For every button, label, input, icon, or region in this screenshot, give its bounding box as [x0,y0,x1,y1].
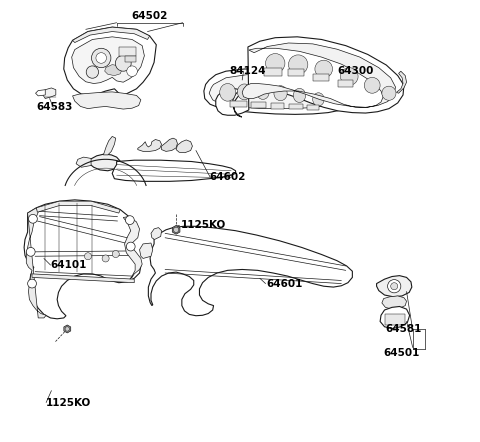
Polygon shape [76,157,91,167]
Circle shape [28,214,37,223]
Bar [312,74,329,81]
Text: 64583: 64583 [36,102,73,112]
Circle shape [288,55,308,74]
Ellipse shape [312,93,324,106]
Circle shape [112,251,119,258]
Circle shape [102,255,109,262]
Circle shape [84,253,92,260]
Text: 64501: 64501 [383,348,420,358]
Polygon shape [36,90,45,96]
Text: 84124: 84124 [229,66,265,76]
Polygon shape [172,225,180,234]
Text: 64601: 64601 [266,278,303,289]
Polygon shape [36,201,120,213]
Polygon shape [176,140,192,152]
Text: 64581: 64581 [385,324,422,334]
Circle shape [127,66,137,76]
Polygon shape [24,200,141,319]
Circle shape [391,283,398,290]
Polygon shape [123,217,142,279]
Polygon shape [103,137,116,155]
Ellipse shape [274,86,287,101]
Text: 64502: 64502 [132,11,168,20]
Circle shape [125,216,134,225]
Polygon shape [380,306,409,328]
Polygon shape [26,208,46,318]
Polygon shape [140,243,153,259]
Ellipse shape [220,84,236,101]
Bar [251,102,266,108]
Circle shape [364,77,380,93]
Circle shape [388,280,401,293]
Text: 64300: 64300 [337,66,373,76]
Bar [338,80,353,87]
Circle shape [92,48,111,68]
Polygon shape [42,88,56,99]
Circle shape [115,55,131,71]
Bar [385,313,405,325]
Circle shape [382,86,396,100]
Ellipse shape [293,88,306,103]
Polygon shape [138,140,162,151]
Circle shape [126,242,135,251]
Ellipse shape [257,85,269,99]
Text: 64602: 64602 [209,172,246,182]
Polygon shape [377,276,412,297]
Circle shape [26,248,35,256]
Bar [288,69,304,76]
Bar [119,47,136,56]
Polygon shape [242,43,396,107]
Circle shape [340,68,358,85]
Polygon shape [105,65,122,76]
Ellipse shape [237,84,252,100]
Polygon shape [204,69,352,114]
Polygon shape [216,37,404,117]
Polygon shape [148,226,352,316]
Text: 1125KO: 1125KO [46,397,91,408]
Circle shape [86,66,98,78]
Polygon shape [89,154,120,171]
Polygon shape [72,92,141,109]
Polygon shape [32,274,134,283]
Polygon shape [396,71,407,93]
Polygon shape [64,27,156,95]
Circle shape [96,53,107,63]
Polygon shape [382,296,407,309]
Text: 1125KO: 1125KO [180,221,226,230]
Polygon shape [151,228,162,240]
Text: 64101: 64101 [50,260,87,270]
Polygon shape [72,27,150,42]
Polygon shape [72,37,144,84]
Circle shape [315,60,333,78]
Polygon shape [112,160,236,181]
Circle shape [65,327,70,331]
Bar [230,101,247,107]
Circle shape [265,53,285,73]
Bar [289,104,302,109]
Polygon shape [64,325,71,333]
Polygon shape [209,75,337,109]
Bar [264,68,282,76]
Bar [125,56,136,62]
Polygon shape [162,138,178,151]
Bar [271,103,284,109]
Bar [307,105,319,110]
Circle shape [173,227,179,232]
Circle shape [28,279,36,288]
